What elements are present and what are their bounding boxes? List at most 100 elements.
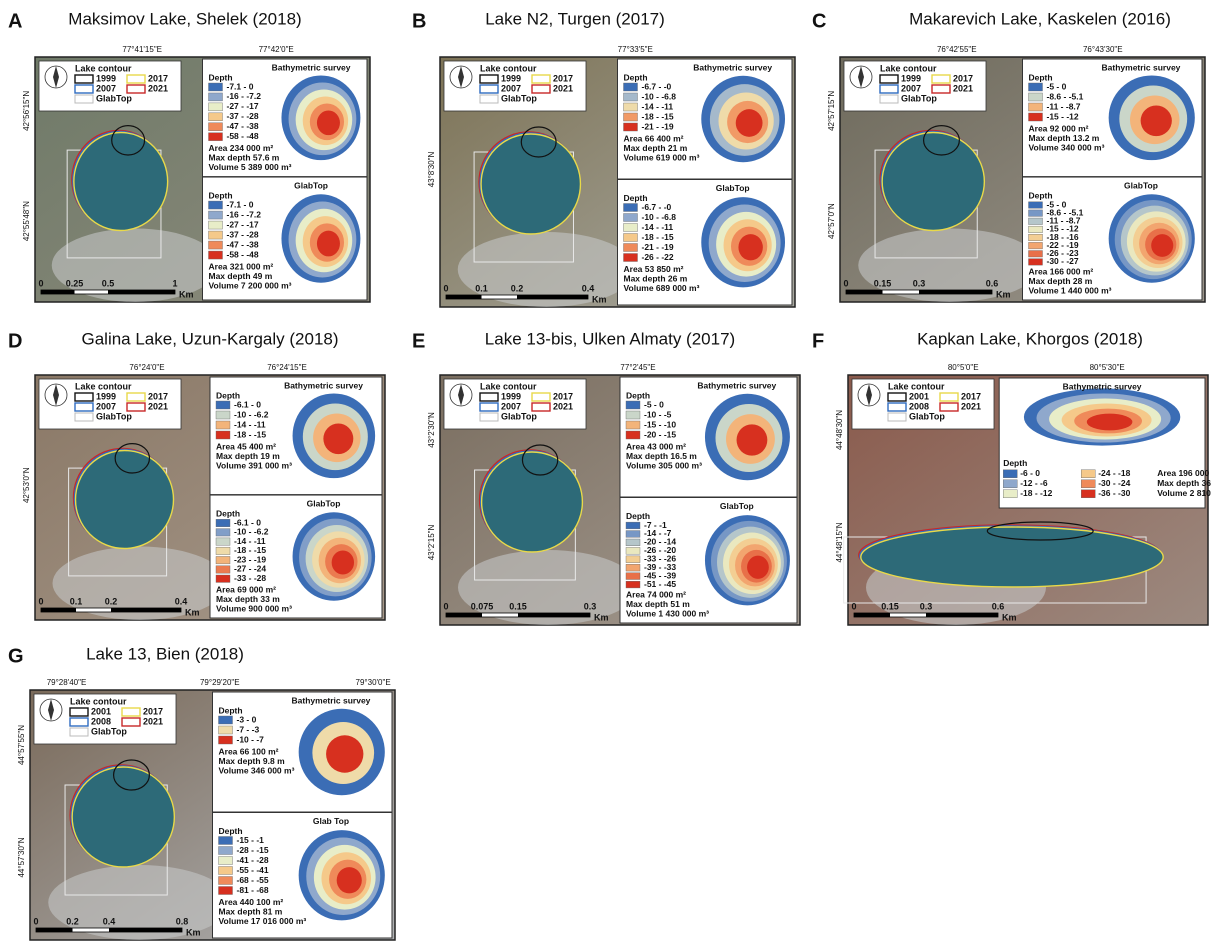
stat: Area 66 100 m² xyxy=(219,746,279,756)
class-label: -14 - -11 xyxy=(234,419,266,429)
scale-label: 0 xyxy=(38,278,43,288)
top-coordinate: 79°29'20"E xyxy=(200,678,240,687)
legend-swatch xyxy=(479,412,499,422)
glacier xyxy=(458,550,638,625)
legend-swatch xyxy=(531,402,551,412)
class-label: -7.1 - 0 xyxy=(227,81,254,91)
class-label: -6.1 - 0 xyxy=(234,517,261,527)
stat: Volume 619 000 m³ xyxy=(624,152,700,162)
class-swatch xyxy=(623,253,638,262)
legend-glabtop: GlabTop xyxy=(91,726,127,736)
class-label: -11 - -8.7 xyxy=(1047,101,1081,111)
class-swatch xyxy=(1028,250,1043,258)
stat: Max depth 49 m xyxy=(209,271,273,281)
class-swatch xyxy=(215,546,231,555)
stat: Max depth 57.6 m xyxy=(209,152,280,162)
legend-swatch xyxy=(887,402,907,412)
lake-contour xyxy=(521,444,559,476)
legend-year: 2017 xyxy=(148,391,168,401)
inset-title: Bathymetric survey xyxy=(1063,381,1142,391)
legend-swatch xyxy=(126,74,146,84)
class-swatch xyxy=(215,537,231,546)
legend-swatch xyxy=(479,74,499,84)
class-label: -23 - -19 xyxy=(234,554,266,564)
left-coordinate: 44°57'30"N xyxy=(17,837,26,877)
lake-contour xyxy=(480,451,584,553)
class-swatch xyxy=(1080,479,1096,488)
scale-bar xyxy=(36,928,73,932)
class-label: -11 - -8.7 xyxy=(1047,216,1081,226)
class-label: -14 - -11 xyxy=(642,222,674,232)
legend-title: Lake contour xyxy=(70,696,127,706)
class-label: -51 - -45 xyxy=(644,579,676,589)
scale-bar xyxy=(919,290,992,294)
class-label: -18 - -16 xyxy=(1047,232,1079,242)
legend-glabtop: GlabTop xyxy=(96,411,132,421)
legend-title: Lake contour xyxy=(75,63,132,73)
scale-label: 0 xyxy=(38,596,43,606)
class-swatch xyxy=(1028,102,1043,112)
scale-label: 0.2 xyxy=(105,596,118,606)
class-swatch xyxy=(625,400,641,410)
stat: Volume 689 000 m³ xyxy=(624,283,700,293)
left-coordinate: 42°57'15"N xyxy=(827,91,836,131)
class-label: -47 - -38 xyxy=(227,239,259,249)
class-swatch xyxy=(208,240,223,250)
panel-title: Maksimov Lake, Shelek (2018) xyxy=(68,9,301,28)
north-arrow xyxy=(53,384,59,406)
class-swatch xyxy=(1028,209,1043,217)
class-swatch xyxy=(1028,258,1043,266)
panel-letter: B xyxy=(412,10,426,32)
legend-title: Lake contour xyxy=(880,63,937,73)
legend-swatch xyxy=(69,707,89,717)
class-swatch xyxy=(208,92,223,102)
legend-swatch xyxy=(479,402,499,412)
legend-year: 2017 xyxy=(553,73,573,83)
top-coordinate: 76°24'0"E xyxy=(129,363,164,372)
class-swatch xyxy=(623,213,638,222)
lake-contour xyxy=(881,131,986,232)
top-coordinate: 76°42'55"E xyxy=(937,45,977,54)
class-label: -15 - -10 xyxy=(644,419,676,429)
glacier xyxy=(51,228,220,302)
depth-label: Depth xyxy=(219,826,243,836)
legend-swatch xyxy=(121,717,141,727)
class-swatch xyxy=(625,580,641,589)
panel-title: Lake N2, Turgen (2017) xyxy=(485,9,665,28)
stat: Max depth 21 m xyxy=(624,143,688,153)
class-label: -45 - -39 xyxy=(644,570,676,580)
legend-year: 2021 xyxy=(961,401,981,411)
class-label: -10 - -6.8 xyxy=(642,212,677,222)
lake-contour xyxy=(71,766,176,868)
stat: Max depth 81 m xyxy=(219,906,283,916)
class-swatch xyxy=(625,410,641,420)
legend-title: Lake contour xyxy=(888,381,945,391)
class-swatch xyxy=(623,233,638,242)
scale-label: 0.6 xyxy=(986,278,999,288)
scale-bar xyxy=(108,290,175,294)
panel-letter: C xyxy=(812,10,826,32)
legend-glabtop: GlabTop xyxy=(901,93,937,103)
scale-bar xyxy=(854,613,890,617)
class-label: -37 - -28 xyxy=(227,111,259,121)
class-swatch xyxy=(215,519,231,527)
class-swatch xyxy=(208,230,223,240)
legend-year: 1999 xyxy=(96,73,116,83)
left-coordinate: 43°8'30"N xyxy=(427,151,436,187)
panel-title: Kapkan Lake, Khorgos (2018) xyxy=(917,329,1143,348)
inset-title: Bathymetric survey xyxy=(272,62,351,72)
scale-unit: Km xyxy=(996,289,1011,299)
class-label: -10 - -5 xyxy=(644,409,672,419)
stat: Area 43 000 m² xyxy=(626,441,686,451)
top-coordinate: 76°24'15"E xyxy=(267,363,307,372)
legend-year: 2017 xyxy=(148,73,168,83)
lake-contour xyxy=(520,126,557,158)
scale-unit: Km xyxy=(186,927,201,937)
stat: Volume 7 200 000 m³ xyxy=(209,280,292,290)
stat: Volume 5 389 000 m³ xyxy=(209,162,292,172)
class-swatch xyxy=(623,102,638,112)
panel-letter: E xyxy=(412,330,425,352)
stat: Area 440 100 m² xyxy=(219,897,284,907)
class-swatch xyxy=(625,538,641,546)
